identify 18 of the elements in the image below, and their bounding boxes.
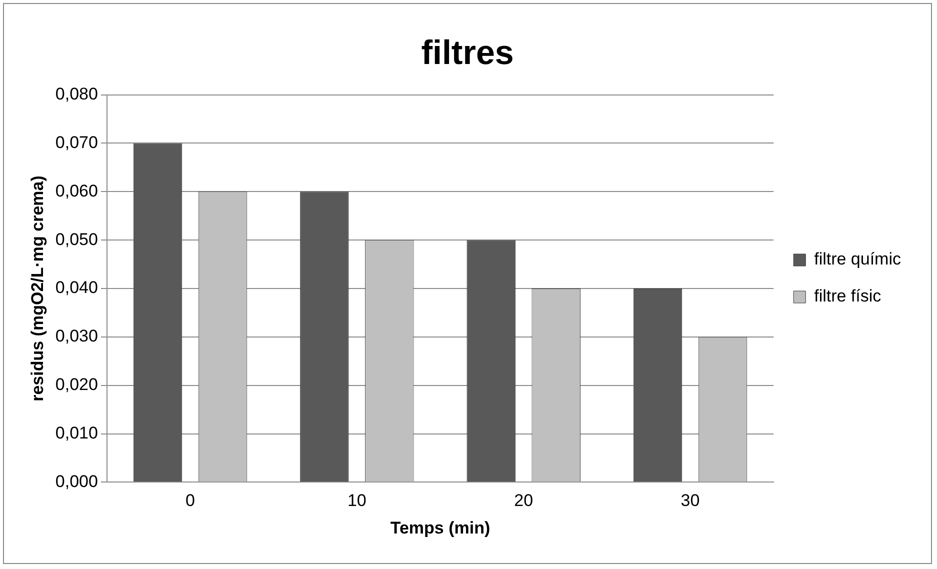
y-tick-label: 0,020 bbox=[55, 375, 98, 394]
y-axis-title: residus (mgO2/L·mg crema) bbox=[28, 176, 47, 402]
y-tick-label: 0,070 bbox=[55, 132, 98, 152]
legend-label: filtre químic bbox=[814, 250, 902, 269]
x-tick-label: 10 bbox=[347, 491, 366, 510]
x-axis-title: Temps (min) bbox=[390, 518, 490, 538]
y-tick-label: 0,000 bbox=[55, 472, 98, 491]
y-tick-label: 0,040 bbox=[55, 278, 98, 298]
y-tick-label: 0,050 bbox=[55, 230, 98, 249]
x-tick-label: 0 bbox=[186, 491, 196, 510]
chart-title: filtres bbox=[421, 34, 514, 72]
x-tick-label: 30 bbox=[680, 491, 700, 510]
x-tick-label: 20 bbox=[514, 491, 534, 510]
y-tick-label: 0,080 bbox=[55, 84, 98, 104]
y-tick-label: 0,060 bbox=[55, 181, 98, 200]
y-tick-label: 0,010 bbox=[55, 423, 98, 442]
y-tick-label: 0,030 bbox=[55, 326, 98, 346]
legend-label: filtre físic bbox=[814, 286, 882, 306]
